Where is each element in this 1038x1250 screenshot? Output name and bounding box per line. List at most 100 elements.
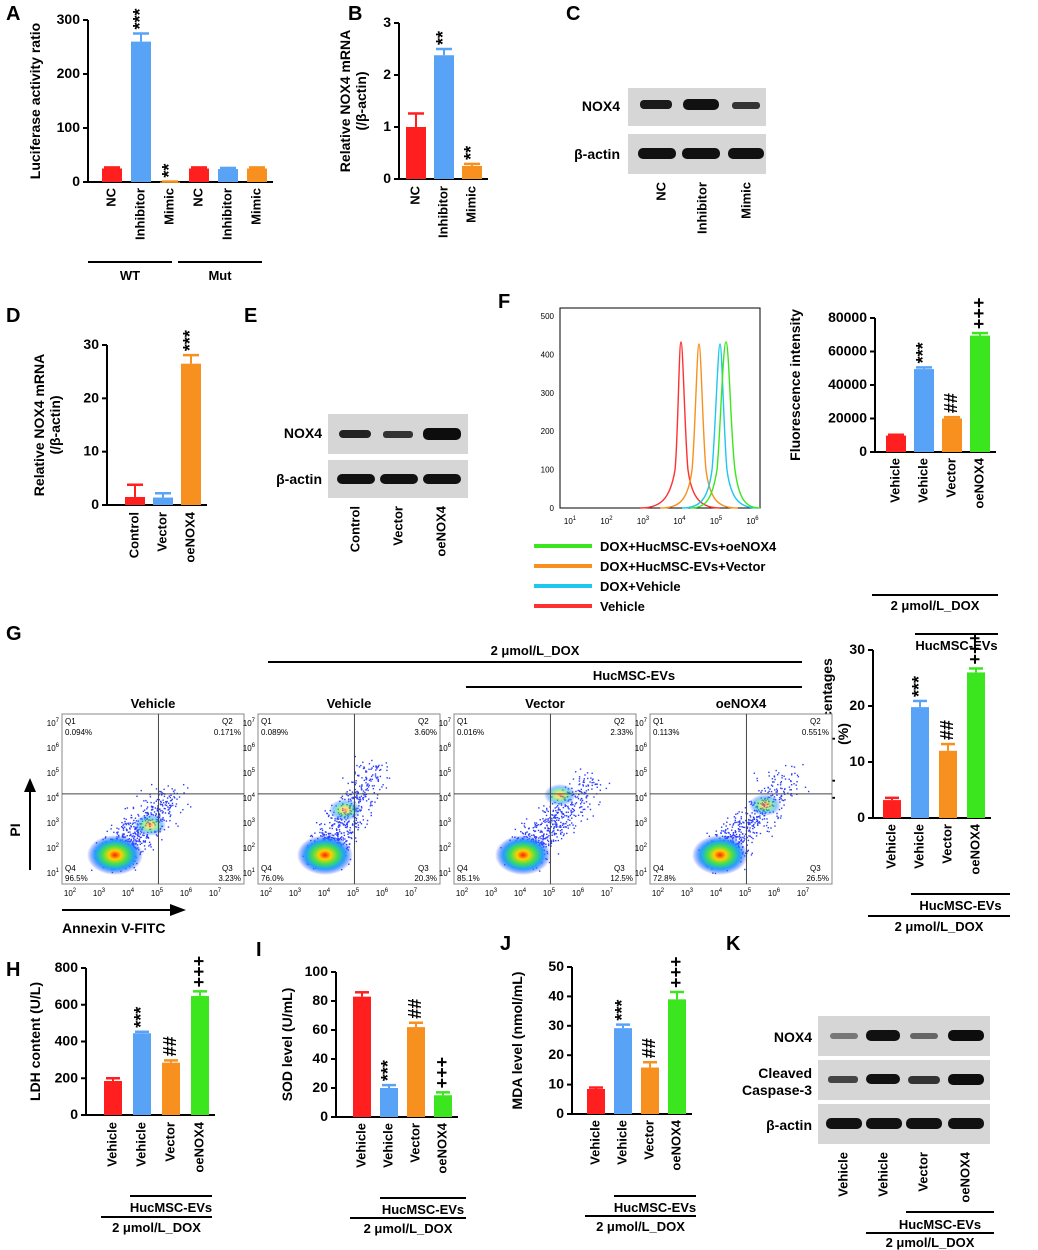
event-dot [791,795,793,797]
event-dot [782,799,785,802]
event-dot [547,836,549,838]
hist-yticks: 500 400 300 200 100 0 [541,312,555,513]
quadrant-name: Q2 [810,717,821,726]
event-dot [575,771,577,773]
event-dot [535,826,538,829]
event-dot [137,835,139,837]
event-dot [370,803,372,805]
hist-ytick-label: 300 [541,389,555,398]
event-dot [757,824,759,827]
event-dot [597,779,600,782]
event-dot [358,801,360,803]
event-dot [559,829,562,832]
event-dot [554,826,556,828]
event-dot [734,831,737,834]
event-dot [365,789,367,791]
band [683,99,719,110]
event-dot [159,800,162,803]
event-dot [547,827,549,829]
event-dot [337,831,339,834]
event-dot [546,837,548,839]
event-dot [557,809,559,811]
annexin-arrow-head [170,904,186,916]
event-dot [734,830,737,832]
event-dot [552,814,554,816]
event-dot [533,835,536,837]
event-dot [357,821,359,824]
event-dot [359,800,362,803]
event-dot [598,803,600,806]
event-dot [551,831,553,834]
event-dot [744,819,747,822]
event-dot [378,764,380,767]
event-dot [766,821,769,824]
event-dot [796,781,798,783]
y-tick-label: 200 [55,1069,79,1085]
event-dot [361,797,364,799]
event-dot [370,780,372,782]
dox-label: 2 μmol/L_DOX [596,1219,685,1234]
event-dot [580,788,583,791]
event-dot [172,790,175,793]
event-dot [734,817,737,819]
dox-label: 2 μmol/L_DOX [364,1221,453,1236]
blot-c-lane: Inhibitor [694,182,709,234]
event-dot [573,805,576,807]
event-dot [126,829,128,831]
significance-label: ## [639,1038,659,1058]
event-dot [363,766,365,768]
y-tick-label: 10 [548,1076,564,1092]
event-dot [572,803,574,806]
significance-label: +++ [969,298,989,330]
event-dot [743,839,745,842]
event-dot [553,819,555,822]
event-dot [764,790,767,792]
event-dot [160,794,163,796]
event-dot [170,799,173,802]
event-dot [534,830,537,832]
event-dot [328,832,330,835]
event-dot [582,784,584,786]
event-dot [134,817,137,819]
blot-k-label-nox4: NOX4 [774,1029,812,1045]
event-dot [572,808,575,811]
event-dot [749,835,751,837]
event-dot [546,809,548,811]
quadrant-value: 76.0% [261,874,284,883]
event-dot [167,826,170,828]
event-dot [325,834,327,836]
event-dot [527,834,530,836]
event-dot [335,828,338,830]
x-tick-label: Inhibitor [132,188,147,240]
event-dot [749,814,751,817]
event-dot [152,849,155,851]
event-dot [550,842,553,845]
event-dot [133,825,135,828]
event-dot [751,841,753,844]
event-dot [170,814,172,816]
event-dot [365,800,368,802]
event-dot [176,798,178,800]
flow-xtick-label: 103 [681,888,694,898]
event-dot [587,806,589,808]
flow-ytick-label: 103 [635,818,648,828]
event-dot [360,764,362,767]
event-dot [179,811,182,814]
event-dot [135,839,137,841]
blot-e: NOX4 β-actin Control Vector oeNOX4 [276,414,468,557]
blot-k-lane: oeNOX4 [957,1151,972,1202]
blot-k-label-caspase: Caspase-3 [742,1082,812,1098]
event-dot [124,820,126,823]
event-dot [585,796,587,798]
event-dot [732,824,734,826]
flow-ytick-label: 105 [243,768,256,778]
event-dot [706,832,708,835]
quadrant-name: Q3 [222,864,233,873]
event-dot [347,782,349,785]
event-dot [734,835,737,837]
event-dot [148,841,151,844]
event-dot [329,821,331,824]
event-dot [348,843,351,845]
event-dot [365,778,367,781]
y-tick-label: 40 [548,987,564,1003]
